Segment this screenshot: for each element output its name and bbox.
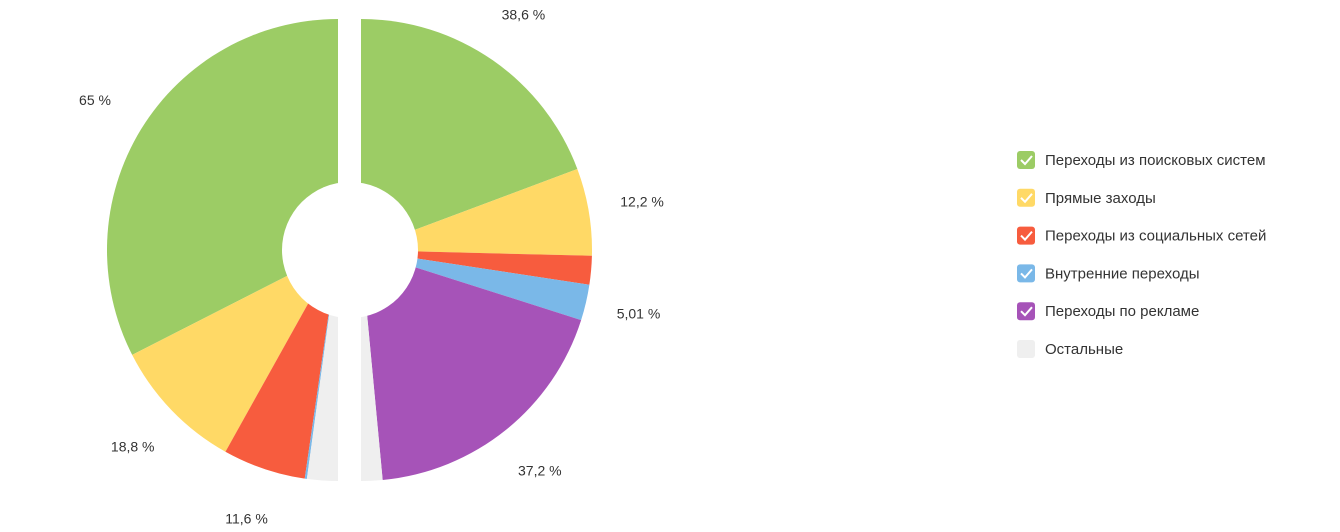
check-icon (1020, 268, 1033, 279)
legend-swatch (1017, 188, 1035, 207)
donut-slice (132, 250, 338, 452)
legend-label: Остальные (1045, 341, 1123, 358)
donut-slice (106, 19, 338, 355)
data-label: 37,2 % (518, 463, 562, 479)
check-icon (1020, 306, 1033, 317)
data-label: 38,6 % (502, 7, 546, 23)
legend-swatch (1017, 340, 1035, 358)
check-icon (1020, 193, 1033, 204)
donut-slice (361, 169, 592, 256)
data-label: 65 % (79, 92, 111, 108)
legend-item: Переходы по рекламе (1017, 302, 1199, 321)
legend-item: Прямые заходы (1017, 188, 1156, 207)
data-label: 18,8 % (111, 438, 155, 454)
legend-item: Переходы из социальных сетей (1017, 226, 1266, 245)
data-label: 12,2 % (620, 193, 664, 209)
legend-label: Переходы по рекламе (1045, 303, 1199, 320)
legend-item: Переходы из поисковых систем (1017, 151, 1266, 169)
legend-item: Внутренние переходы (1017, 264, 1200, 283)
legend-item: Остальные (1017, 340, 1123, 358)
donut-slice (361, 19, 578, 250)
legend-label: Переходы из социальных сетей (1045, 228, 1266, 245)
legend-swatch (1017, 302, 1035, 321)
legend-swatch (1017, 264, 1035, 283)
legend-label: Переходы из поисковых систем (1045, 152, 1266, 169)
check-icon (1020, 155, 1033, 166)
legend-label: Прямые заходы (1045, 190, 1156, 207)
legend-swatch (1017, 226, 1035, 245)
donut-slice (225, 250, 338, 479)
donut-hole (282, 182, 418, 318)
check-icon (1020, 230, 1033, 242)
donut-slice (361, 250, 592, 285)
donut-slice (361, 250, 590, 321)
data-label: 11,6 % (225, 511, 268, 527)
legend-label: Внутренние переходы (1045, 265, 1200, 282)
legend-swatch (1017, 151, 1035, 169)
data-label: 5,01 % (617, 306, 661, 322)
donut-slice (361, 250, 582, 480)
